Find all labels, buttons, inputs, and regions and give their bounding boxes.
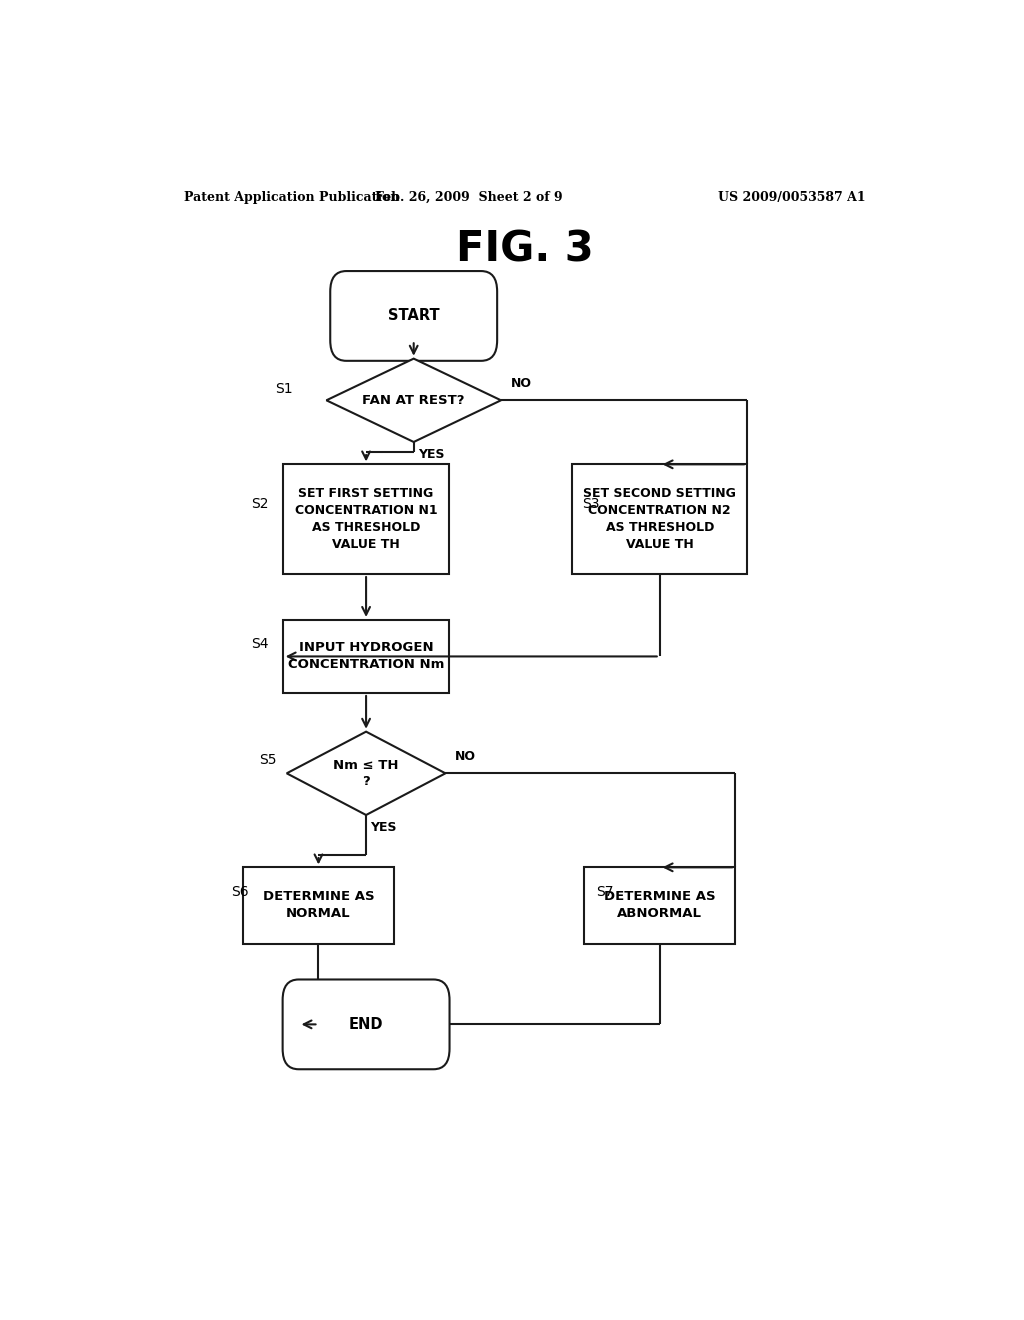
Text: SET SECOND SETTING
CONCENTRATION N2
AS THRESHOLD
VALUE TH: SET SECOND SETTING CONCENTRATION N2 AS T… xyxy=(584,487,736,552)
Text: S3: S3 xyxy=(582,496,599,511)
Bar xyxy=(243,867,394,944)
Text: S4: S4 xyxy=(251,638,268,651)
Text: US 2009/0053587 A1: US 2009/0053587 A1 xyxy=(719,190,866,203)
Text: YES: YES xyxy=(370,821,396,834)
Text: YES: YES xyxy=(418,447,444,461)
Text: INPUT HYDROGEN
CONCENTRATION Nm: INPUT HYDROGEN CONCENTRATION Nm xyxy=(288,642,444,672)
Text: Feb. 26, 2009  Sheet 2 of 9: Feb. 26, 2009 Sheet 2 of 9 xyxy=(376,190,563,203)
Text: NO: NO xyxy=(511,378,531,391)
Text: START: START xyxy=(388,309,439,323)
Text: S2: S2 xyxy=(251,496,268,511)
FancyBboxPatch shape xyxy=(283,979,450,1069)
Text: S7: S7 xyxy=(596,886,613,899)
Text: S1: S1 xyxy=(274,381,293,396)
Text: DETERMINE AS
NORMAL: DETERMINE AS NORMAL xyxy=(262,891,375,920)
Text: S6: S6 xyxy=(231,886,249,899)
Text: S5: S5 xyxy=(259,754,276,767)
Text: Patent Application Publication: Patent Application Publication xyxy=(183,190,399,203)
Text: NO: NO xyxy=(455,750,476,763)
Bar xyxy=(585,867,735,944)
Text: SET FIRST SETTING
CONCENTRATION N1
AS THRESHOLD
VALUE TH: SET FIRST SETTING CONCENTRATION N1 AS TH… xyxy=(295,487,437,552)
Text: END: END xyxy=(349,1016,383,1032)
Polygon shape xyxy=(287,731,445,814)
Text: Nm ≤ TH
?: Nm ≤ TH ? xyxy=(334,759,398,788)
Bar xyxy=(283,620,450,693)
Bar xyxy=(572,465,748,574)
FancyBboxPatch shape xyxy=(331,271,497,360)
Text: DETERMINE AS
ABNORMAL: DETERMINE AS ABNORMAL xyxy=(604,891,716,920)
Text: FAN AT REST?: FAN AT REST? xyxy=(362,393,465,407)
Bar xyxy=(283,465,450,574)
Polygon shape xyxy=(327,359,501,442)
Text: FIG. 3: FIG. 3 xyxy=(456,228,594,271)
